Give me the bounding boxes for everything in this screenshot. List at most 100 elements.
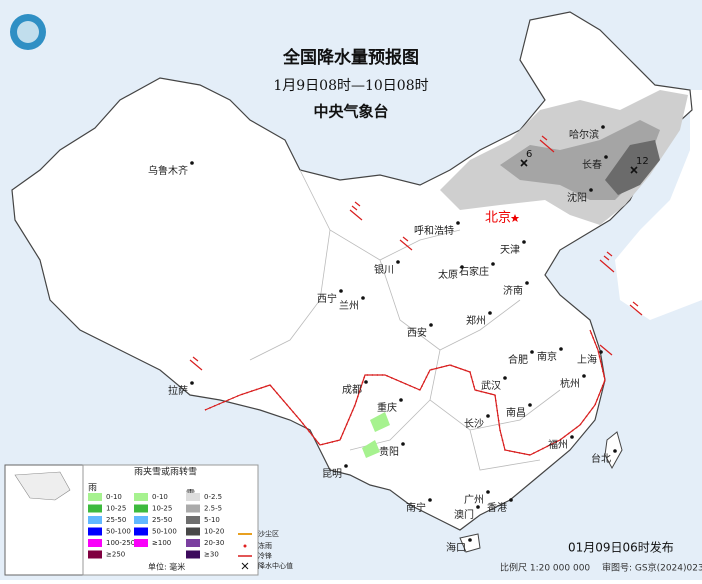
city-dot	[525, 281, 529, 285]
legend-label: 10-25	[152, 505, 172, 513]
legend-swatch	[186, 539, 200, 547]
center-mark	[630, 166, 638, 174]
legend-label: 100-250	[106, 539, 135, 547]
city-dot	[396, 260, 400, 264]
city-label: 南昌	[506, 406, 526, 419]
legend-swatch	[88, 516, 102, 524]
city-label: 石家庄	[459, 265, 489, 278]
city-label: 乌鲁木齐	[148, 164, 188, 177]
legend-label: 10-20	[204, 528, 224, 536]
city-dot	[344, 464, 348, 468]
city-dot	[361, 296, 365, 300]
center-value: 6	[526, 149, 532, 160]
city-label: 澳门	[454, 508, 474, 521]
symbol-freezing	[243, 544, 247, 548]
symbol-label: 沙尘区	[258, 529, 279, 538]
legend-swatch	[186, 504, 200, 513]
hainan	[459, 533, 481, 553]
city-label: 上海	[577, 353, 597, 366]
legend-swatch	[88, 493, 102, 501]
city-label: 南京	[537, 350, 557, 363]
symbol-label: 降水中心值	[258, 561, 293, 570]
inset-land	[14, 471, 71, 501]
city-label: 兰州	[339, 299, 359, 312]
legend-label: 25-50	[152, 516, 172, 524]
symbol-label: 冻雨	[258, 541, 272, 550]
province-borders	[249, 169, 561, 471]
logo-inner	[17, 21, 39, 43]
city-label: 南宁	[406, 501, 426, 514]
city-dot	[401, 442, 405, 446]
legend-swatch	[186, 516, 200, 524]
city-label: 哈尔滨	[569, 128, 599, 141]
city-dot	[528, 403, 532, 407]
city-dot	[476, 505, 480, 509]
city-label: 台北	[591, 452, 611, 465]
legend-title: 雨	[88, 483, 97, 494]
legend-swatch	[186, 527, 200, 536]
issuer: 中央气象台	[313, 103, 388, 121]
precip-centers: 6 12	[520, 149, 649, 174]
city-label: 武汉	[481, 379, 501, 392]
city-dot	[456, 221, 460, 225]
center-value: 12	[636, 156, 649, 167]
city-label: 郑州	[466, 314, 486, 327]
city-dot	[559, 347, 563, 351]
city-label: 西安	[407, 326, 427, 339]
legend-label: ≥100	[152, 539, 171, 547]
cold-front	[204, 329, 606, 456]
city-label: 广州	[464, 494, 484, 506]
city-label: 太原	[438, 268, 458, 281]
legend-swatch	[186, 493, 200, 501]
city-label: 贵阳	[379, 445, 399, 458]
city-label: 天津	[500, 244, 520, 256]
city-label: 香港	[487, 502, 507, 514]
city-dot	[599, 350, 603, 354]
city-label: 银川	[374, 263, 394, 276]
city-dot	[190, 161, 194, 165]
legend-swatch	[186, 550, 200, 559]
city-label: 西宁	[317, 292, 337, 305]
legend-label: 50-100	[152, 528, 177, 536]
center-mark	[520, 159, 528, 167]
legend-label: 5-10	[204, 516, 220, 524]
legend-label: 25-50	[106, 516, 126, 524]
legend-label: 50-100	[106, 528, 131, 536]
legend: 雨 0-10 10-25 25-50 50-100 100-250 ≥250 雨夹雪或雨转雪 0…	[82, 464, 293, 576]
city-dot	[488, 311, 492, 315]
city-dot	[522, 240, 526, 244]
legend-swatch	[88, 539, 102, 547]
city-label: 杭州	[560, 377, 580, 390]
city-dot	[428, 498, 432, 502]
legend-title: 雨夹雪或雨转雪	[134, 466, 197, 478]
city-dot	[510, 214, 520, 222]
legend-label: ≥250	[106, 551, 125, 559]
title: 全国降水量预报图	[282, 47, 419, 68]
issued-time: 01月09日06时发布	[568, 540, 674, 555]
city-dot	[364, 380, 368, 384]
legend-label: 20-30	[204, 539, 224, 547]
city-dot	[190, 381, 194, 385]
city-label: 沈阳	[567, 191, 587, 204]
legend-label: 0-2.5	[204, 493, 222, 501]
legend-swatch	[88, 527, 102, 536]
city-dot	[486, 490, 490, 494]
city-dot	[399, 398, 403, 402]
city-dot	[429, 323, 433, 327]
city-label: 济南	[503, 284, 523, 297]
legend-swatch	[88, 550, 102, 559]
period: 1月9日08时—10日08时	[273, 78, 428, 94]
city-label: 合肥	[508, 353, 528, 366]
city-label: 长沙	[464, 418, 484, 430]
city-dot	[468, 538, 472, 542]
city-dot	[604, 155, 608, 159]
city-dot	[582, 374, 586, 378]
rain-light	[362, 412, 390, 458]
legend-box	[82, 464, 259, 576]
legend-swatch	[134, 527, 148, 536]
wind-barbs	[189, 135, 643, 371]
legend-label: 10-25	[106, 505, 126, 513]
city-dot	[491, 262, 495, 266]
